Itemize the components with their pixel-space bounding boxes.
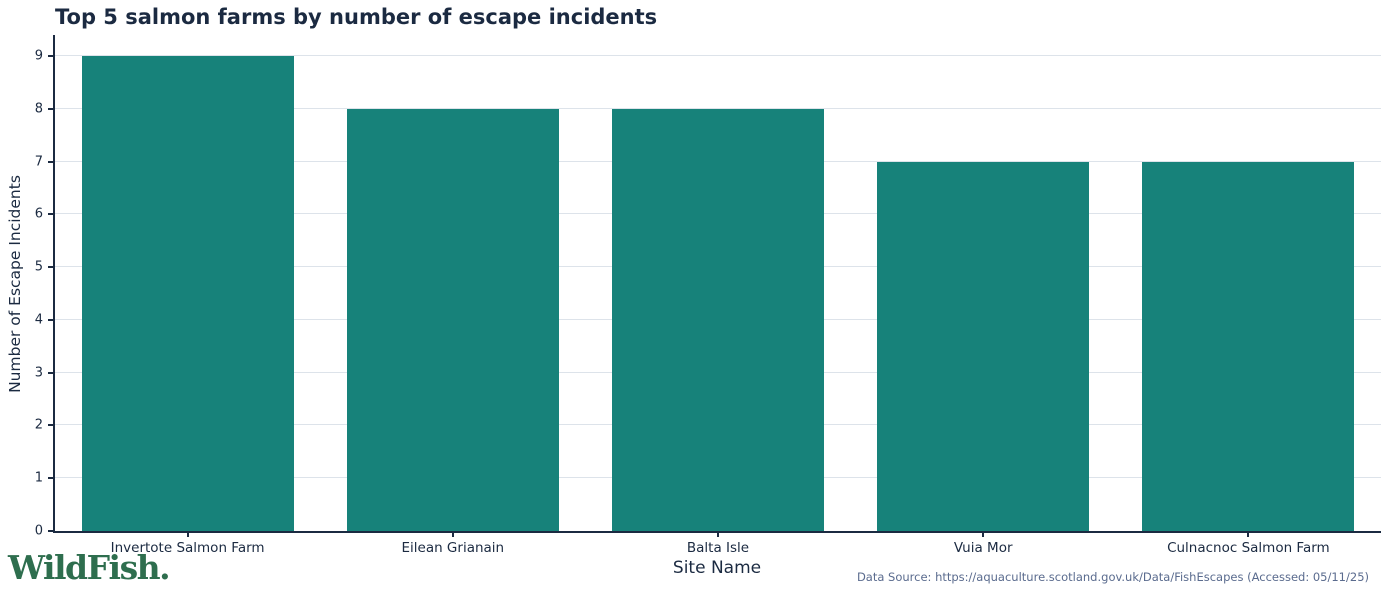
y-tick-mark [48, 477, 55, 480]
y-tick-label: 9 [34, 48, 43, 64]
bar-invertote-salmon-farm [81, 56, 294, 531]
y-tick-label: 7 [34, 154, 43, 170]
y-tick-mark [48, 213, 55, 216]
y-tick-label: 0 [34, 523, 43, 539]
y-tick-mark [48, 160, 55, 163]
y-tick-mark [48, 318, 55, 321]
x-tick-mark [186, 531, 189, 537]
x-tick-label: Invertote Salmon Farm [110, 540, 265, 556]
y-tick-mark [48, 55, 55, 57]
x-tick-mark [451, 531, 454, 537]
y-tick-mark [48, 107, 55, 110]
y-tick-label: 6 [34, 206, 43, 222]
bar-culnacnoc-salmon-farm [1142, 161, 1355, 531]
x-tick-mark [1247, 531, 1250, 537]
bar-balta-isle [611, 108, 825, 531]
bar-eilean-grianain [346, 108, 559, 531]
y-tick-label: 1 [34, 470, 43, 486]
y-tick-label: 5 [34, 259, 43, 275]
y-tick-label: 3 [34, 365, 43, 381]
y-axis-title: Number of Escape Incidents [6, 175, 24, 393]
gridline [55, 55, 1381, 56]
bar-vuia-mor [877, 161, 1090, 531]
y-tick-mark [48, 530, 55, 532]
y-tick-mark [48, 371, 55, 374]
y-tick-mark [48, 424, 55, 427]
chart-title: Top 5 salmon farms by number of escape i… [55, 5, 658, 29]
gridline [55, 107, 1381, 109]
x-tick-label: Balta Isle [686, 540, 750, 556]
y-tick-label: 8 [34, 101, 43, 117]
x-tick-label: Vuia Mor [953, 540, 1013, 556]
x-tick-mark [982, 531, 985, 537]
wildfish-logo: WildFish. [8, 548, 171, 587]
x-tick-label: Eilean Grianain [401, 540, 505, 556]
y-tick-label: 4 [34, 312, 43, 328]
y-tick-label: 2 [34, 417, 43, 433]
x-tick-mark [717, 531, 719, 537]
x-tick-label: Culnacnoc Salmon Farm [1167, 540, 1330, 556]
data-source-text: Data Source: https://aquaculture.scotlan… [856, 570, 1369, 584]
plot-area: 0 1 2 3 4 5 6 7 8 9 Invertote Salmon Farm Eilean G… [35, 35, 1381, 556]
y-tick-mark [48, 266, 55, 269]
x-axis-title: Site Name [672, 558, 762, 578]
